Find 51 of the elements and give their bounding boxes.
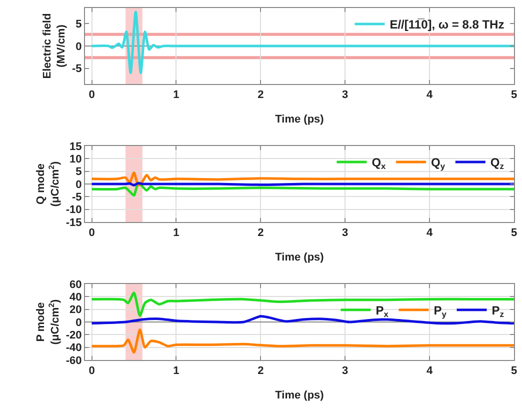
x-tick-label: 3 [342,89,348,102]
x-tick-label: 2 [258,227,264,240]
x-tick-label: 2 [258,89,264,102]
x-tick-label: 0 [88,227,95,240]
legend-label: Q$_{y}$ [431,156,446,172]
legend-label: Q$_{z}$ [490,156,504,172]
y-tick-label: -60 [66,354,82,367]
line-series [90,328,514,354]
y-tick-label: 10 [70,154,82,166]
y-tick-label: -20 [66,330,82,342]
line-series [90,10,514,74]
legend-label: P$_{x}$ [376,304,389,320]
line-series [90,292,514,317]
line-series [90,181,514,197]
x-tick-label: 5 [510,365,518,378]
y-tick-label: -5 [72,192,82,204]
y-tick-label: 0 [76,178,82,191]
line-series [90,171,514,187]
y-tick-label: -10 [66,204,82,216]
y-tick-label: 15 [70,140,82,153]
y-tick-label: -40 [66,342,82,354]
x-axis-title: Time (ps) [275,251,324,264]
x-tick-label: 3 [342,227,348,240]
legend-label: E//[11̅0], ω = 8.8 THz [390,18,504,32]
x-tick-label: 2 [258,365,264,378]
x-tick-label: 1 [173,89,180,102]
x-axis-title: Time (ps) [275,389,324,402]
y-tick-label: 60 [70,278,82,291]
x-tick-label: 0 [88,365,95,378]
y-tick-label: 20 [70,304,82,316]
x-tick-label: 1 [173,365,180,378]
x-tick-label: 3 [342,365,348,378]
y-tick-label: 0 [76,40,82,53]
x-tick-label: 1 [173,227,180,240]
x-tick-label: 4 [426,89,434,102]
legend-label: P$_{y}$ [434,304,447,320]
y-axis-title: Electric field (MV/cm) [41,13,68,79]
legend-label: Q$_{x}$ [372,156,386,172]
y-tick-label: 5 [76,166,82,178]
y-tick-label: -15 [66,216,82,229]
x-tick-label: 5 [510,89,518,102]
x-tick-label: 4 [426,365,434,378]
y-tick-label: -5 [72,63,82,76]
x-tick-label: 0 [88,89,95,102]
x-tick-label: 4 [426,227,434,240]
y-tick-label: 40 [70,292,82,304]
y-tick-label: 5 [76,18,82,30]
x-axis-title: Time (ps) [275,113,324,126]
legend-label: P$_{z}$ [492,304,504,320]
y-tick-label: 0 [76,316,82,329]
x-tick-label: 5 [510,227,518,240]
